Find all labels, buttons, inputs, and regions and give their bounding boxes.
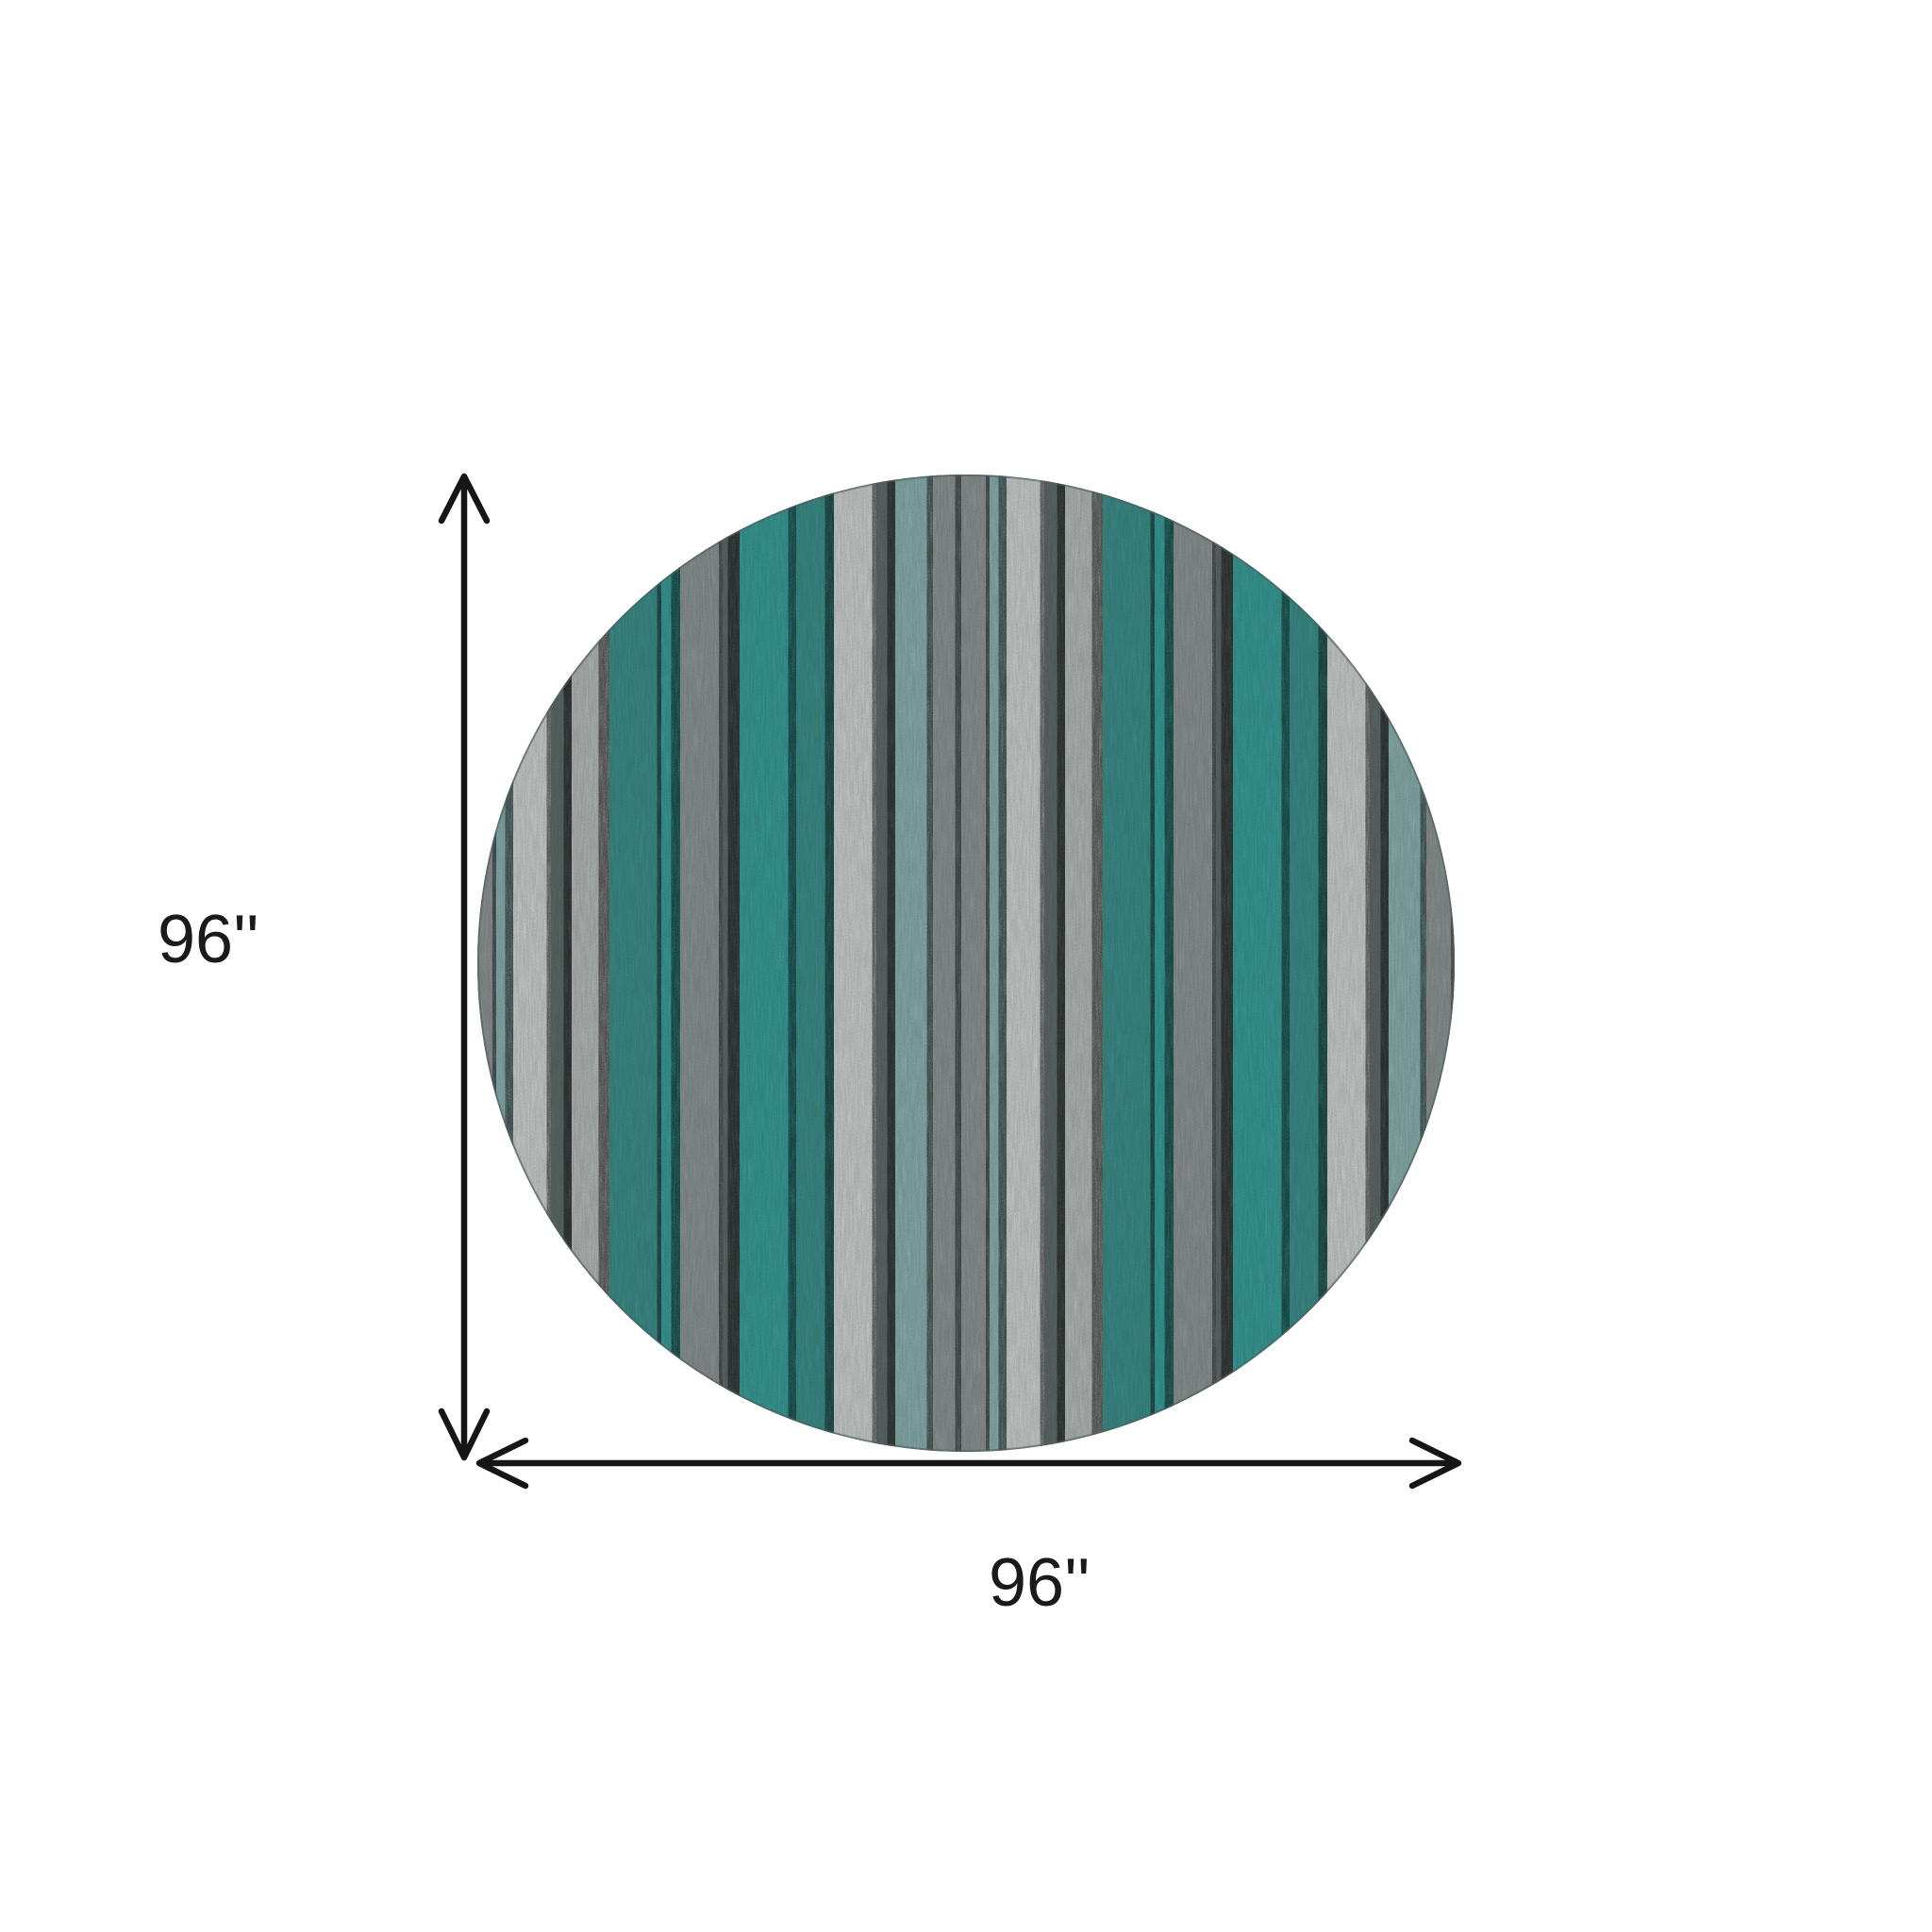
svg-text:96'': 96'' <box>158 902 259 977</box>
svg-text:96'': 96'' <box>989 1545 1091 1621</box>
